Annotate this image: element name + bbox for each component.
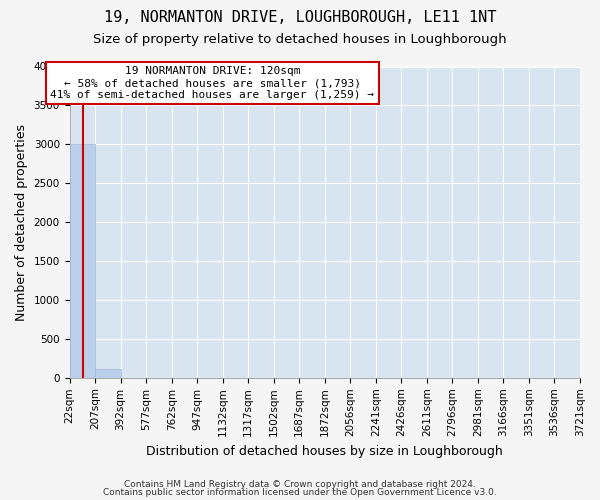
Bar <box>70 144 95 378</box>
Text: Contains public sector information licensed under the Open Government Licence v3: Contains public sector information licen… <box>103 488 497 497</box>
Text: 19, NORMANTON DRIVE, LOUGHBOROUGH, LE11 1NT: 19, NORMANTON DRIVE, LOUGHBOROUGH, LE11 … <box>104 10 496 25</box>
Y-axis label: Number of detached properties: Number of detached properties <box>15 124 28 320</box>
X-axis label: Distribution of detached houses by size in Loughborough: Distribution of detached houses by size … <box>146 444 503 458</box>
Bar <box>95 369 121 378</box>
Text: Size of property relative to detached houses in Loughborough: Size of property relative to detached ho… <box>93 32 507 46</box>
Text: Contains HM Land Registry data © Crown copyright and database right 2024.: Contains HM Land Registry data © Crown c… <box>124 480 476 489</box>
Text: 19 NORMANTON DRIVE: 120sqm
← 58% of detached houses are smaller (1,793)
41% of s: 19 NORMANTON DRIVE: 120sqm ← 58% of deta… <box>50 66 374 100</box>
